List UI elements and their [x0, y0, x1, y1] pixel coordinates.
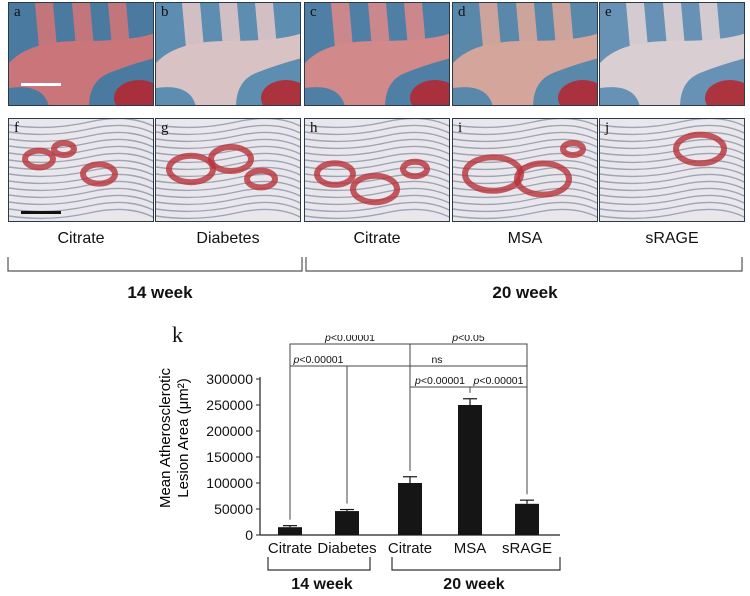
significance-brackets: p<0.00001 p<0.00001 ns p<0.05 p<0.00001 p<0.0… [289, 335, 528, 520]
y-tick-label-0: 0 [245, 527, 253, 543]
group-bracket-20 [391, 557, 561, 571]
panel-letter-b: b [161, 4, 169, 20]
panel-letter-e: e [605, 4, 612, 20]
histology-section-j: j [599, 118, 745, 222]
sig-bracket-0 [289, 343, 411, 520]
aortic-arch-photo-d: d [452, 2, 598, 106]
y-tick-label-3: 150000 [206, 449, 253, 465]
bars [278, 398, 539, 535]
x-tick-label-1: Diabetes [317, 540, 376, 557]
condition-label-4: sRAGE [645, 230, 699, 247]
x-tick-labels: Citrate Diabetes Citrate MSA sRAGE [268, 540, 552, 557]
week-brackets-top [7, 257, 743, 272]
sig-label-3: p<0.05 [451, 335, 485, 344]
y-tick-label-6: 300000 [206, 371, 253, 387]
histology-section-h: h [304, 118, 450, 222]
panel-letter-c: c [310, 4, 317, 20]
panel-label-k: k [172, 322, 183, 347]
x-tick-label-2: Citrate [388, 540, 432, 557]
x-tick-label-0: Citrate [268, 540, 312, 557]
lesion-area-bar-chart: 0 50000 100000 150000 200000 250000 300000 p<0… [157, 335, 561, 593]
y-tick-label-2: 100000 [206, 475, 253, 491]
bracket-20-week [305, 257, 743, 272]
panel-letter-f: f [14, 120, 19, 136]
histology-section-i: i [452, 118, 598, 222]
condition-label-0: Citrate [57, 230, 105, 247]
y-tick-label-4: 200000 [206, 423, 253, 439]
histology-section-g: g [155, 118, 301, 222]
group-label-20: 20 week [443, 576, 504, 593]
sig-label-0: p<0.00001 [324, 335, 375, 344]
panel-letter-h: h [310, 120, 318, 136]
condition-label-3: MSA [507, 230, 543, 247]
week-label-14: 14 week [127, 283, 193, 302]
bracket-14-week [7, 257, 303, 272]
bar-1 [335, 511, 359, 535]
sig-label-4: p<0.00001 [414, 375, 465, 387]
y-axis-label-line1: Mean Atherosclerotic [157, 367, 174, 508]
y-axis-label: Mean Atherosclerotic Lesion Area (μm²) [157, 367, 192, 508]
aortic-arch-photo-b: b [155, 2, 301, 106]
group-label-14: 14 week [291, 576, 352, 593]
group-brackets: 14 week 20 week [267, 557, 561, 593]
week-label-20: 20 week [492, 283, 558, 302]
bar-3 [458, 405, 482, 535]
aortic-arch-photo-e: e [599, 2, 745, 106]
condition-label-1: Diabetes [196, 230, 260, 247]
panel-letter-g: g [161, 120, 169, 136]
x-tick-label-3: MSA [454, 540, 487, 557]
aortic-arch-photo-a: a [8, 2, 154, 106]
bar-2 [398, 483, 422, 535]
aortic-arch-photo-c: c [304, 2, 450, 106]
panel-letter-a: a [14, 4, 21, 20]
sig-bracket-1 [289, 365, 348, 520]
condition-label-2: Citrate [353, 230, 401, 247]
bar-0 [278, 527, 302, 535]
histology-section-f: f [8, 118, 154, 222]
y-tick-label-5: 250000 [206, 397, 253, 413]
bar-4 [515, 503, 539, 535]
group-bracket-14 [267, 557, 371, 571]
x-tick-label-4: sRAGE [502, 540, 552, 557]
y-tick-label-1: 50000 [214, 501, 253, 517]
sig-bracket-5 [469, 386, 528, 495]
chart-axes: 0 50000 100000 150000 200000 250000 300000 [206, 371, 560, 543]
sig-label-1: p<0.00001 [293, 354, 344, 366]
sig-label-5: p<0.00001 [473, 375, 524, 387]
sig-label-2: ns [431, 354, 442, 366]
panel-letter-d: d [458, 4, 466, 20]
panel-letter-i: i [458, 120, 463, 136]
y-axis-label-line2: Lesion Area (μm²) [175, 378, 192, 498]
panel-letter-j: j [605, 120, 610, 136]
